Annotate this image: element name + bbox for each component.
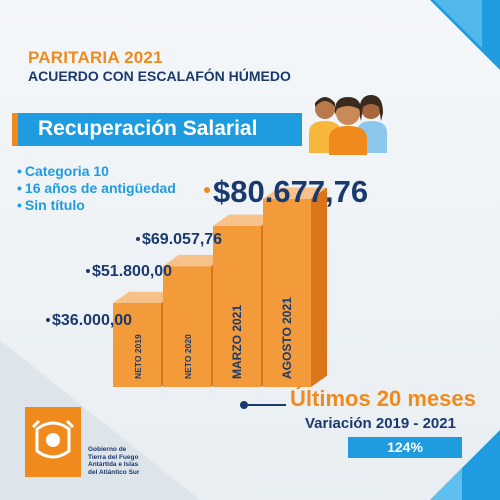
- page-subtitle: ACUERDO CON ESCALAFÓN HÚMEDO: [28, 68, 291, 84]
- bar-top: [113, 291, 177, 303]
- page-title: PARITARIA 2021: [28, 48, 163, 67]
- footer-variation: Variación 2019 - 2021: [305, 415, 456, 432]
- section-banner: Recuperación Salarial: [12, 113, 302, 146]
- bar: [113, 303, 161, 387]
- list-item: • Sin título: [17, 197, 85, 213]
- logo-text: Gobierno de Tierra del Fuego Antártida e…: [88, 446, 140, 476]
- value-label: $51.800,00: [92, 263, 172, 280]
- banner-label: Recuperación Salarial: [38, 117, 258, 140]
- category-label: NETO 2019: [133, 334, 143, 379]
- category-label: NETO 2020: [183, 334, 193, 379]
- category-label: AGOSTO 2021: [280, 297, 294, 379]
- label-dot: [46, 318, 50, 322]
- headline-dot: [204, 187, 210, 193]
- percent-badge: 124%: [348, 437, 462, 458]
- footer-line: [244, 404, 286, 406]
- list-item: • Categoria 10: [17, 163, 109, 179]
- people-group-icon: [309, 95, 387, 155]
- category-label: MARZO 2021: [230, 305, 244, 379]
- label-dot: [86, 269, 90, 273]
- criteria-list: • Categoria 10 • 16 años de antigüedad • Si…: [17, 163, 176, 214]
- bar-top: [213, 214, 277, 226]
- value-label: $69.057,76: [142, 231, 222, 248]
- list-item: • 16 años de antigüedad: [17, 180, 176, 196]
- corner-decoration-bottom-right-light: [430, 468, 462, 500]
- headline-value-label: $80.677,76: [213, 174, 368, 209]
- bar: [213, 225, 261, 387]
- value-label: $36.000,00: [52, 312, 132, 329]
- bar-top: [163, 254, 227, 267]
- bar: [163, 266, 211, 387]
- bar-top: [263, 187, 327, 199]
- bar: [263, 198, 311, 387]
- label-dot: [136, 237, 140, 241]
- government-seal-icon: [25, 407, 81, 477]
- corner-decoration-top-right-light: [434, 0, 482, 48]
- bar-side: [311, 187, 327, 387]
- footer-headline: Últimos 20 meses: [290, 386, 476, 411]
